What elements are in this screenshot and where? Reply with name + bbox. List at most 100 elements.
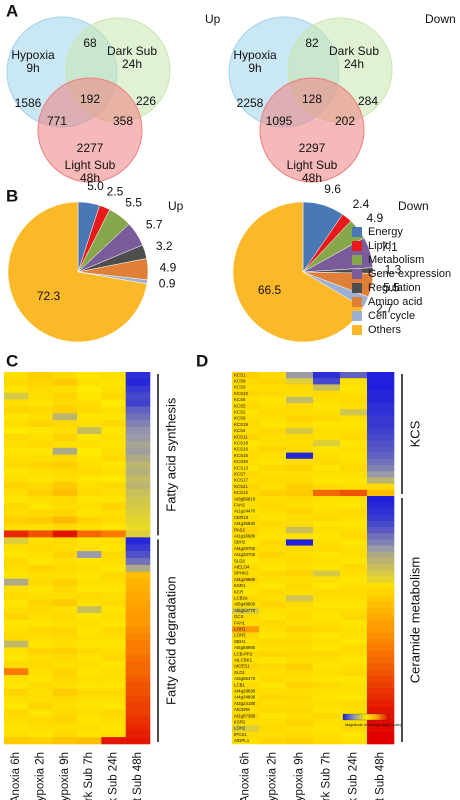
heatmap-cell bbox=[340, 533, 368, 540]
heatmap-cell bbox=[28, 516, 53, 524]
row-label: At4g29680 bbox=[234, 577, 256, 582]
heatmap-cell bbox=[313, 626, 341, 633]
pie-value-label: 4.9 bbox=[160, 261, 177, 275]
heatmap-cell bbox=[125, 599, 151, 607]
heatmap-cell bbox=[340, 527, 368, 534]
row-label: KCS13 bbox=[234, 465, 248, 470]
row-label: KSR1 bbox=[234, 583, 246, 588]
column-label: Light Sub 48h bbox=[375, 752, 387, 800]
heatmap-cell bbox=[28, 496, 53, 504]
row-label: KCS8 bbox=[234, 378, 246, 383]
heatmap-cell bbox=[313, 434, 341, 441]
heatmap-cell bbox=[259, 384, 287, 391]
heatmap-cell bbox=[313, 465, 341, 472]
row-label: At3g24180 bbox=[234, 701, 256, 706]
heatmap-cell bbox=[340, 483, 368, 491]
heatmap-cell bbox=[77, 385, 102, 393]
heatmap-cell bbox=[125, 675, 151, 683]
heatmap-cell bbox=[77, 564, 102, 573]
heatmap-cell bbox=[340, 694, 368, 701]
heatmap-cell bbox=[232, 458, 260, 466]
venn-region-count: 771 bbox=[47, 114, 67, 128]
heatmap-cell bbox=[77, 372, 102, 380]
heatmap-cell bbox=[125, 392, 151, 400]
chart-title: Down bbox=[425, 12, 456, 26]
heatmap-cell bbox=[259, 582, 287, 590]
heatmap-cell bbox=[340, 632, 368, 639]
heatmap-cell bbox=[286, 415, 314, 422]
heatmap-cell bbox=[286, 446, 314, 453]
row-label: At5g49900 bbox=[234, 602, 256, 607]
heatmap-cell bbox=[259, 421, 287, 429]
heatmap-cell bbox=[340, 737, 368, 745]
legend-swatch bbox=[352, 255, 362, 265]
heatmap-cell bbox=[232, 595, 260, 602]
heatmap-cell bbox=[232, 378, 260, 385]
heatmap-cell bbox=[77, 654, 102, 662]
heatmap-cell bbox=[367, 539, 395, 546]
heatmap-cell bbox=[313, 700, 341, 708]
row-label: FAH1 bbox=[234, 620, 246, 625]
heatmap-cell bbox=[28, 475, 53, 483]
heatmap-cell bbox=[286, 700, 314, 708]
heatmap-cell bbox=[77, 399, 102, 407]
heatmap-cell bbox=[367, 508, 395, 515]
heatmap-cell bbox=[259, 489, 287, 497]
heatmap-cell bbox=[28, 626, 53, 635]
heatmap-cell bbox=[52, 385, 78, 393]
heatmap-cell bbox=[125, 461, 151, 469]
heatmap-cell bbox=[259, 446, 287, 453]
heatmap-cell bbox=[367, 620, 395, 627]
heatmap-cell bbox=[28, 440, 53, 449]
heatmap-cell bbox=[232, 719, 260, 726]
pie-slice bbox=[232, 201, 364, 343]
heatmap-cell bbox=[4, 427, 29, 435]
heatmap-cell bbox=[28, 633, 53, 641]
heatmap-cell bbox=[125, 564, 151, 573]
panel-letter: D bbox=[196, 351, 208, 370]
heatmap-cell bbox=[52, 730, 78, 738]
heatmap-cell bbox=[77, 675, 102, 683]
heatmap-cell bbox=[286, 682, 314, 689]
heatmap-cell bbox=[77, 434, 102, 442]
heatmap-cell bbox=[101, 737, 126, 745]
heatmap-cell bbox=[232, 613, 260, 621]
venn-region-count: 82 bbox=[305, 36, 319, 50]
heatmap-cell bbox=[259, 713, 287, 720]
heatmap-cell bbox=[77, 730, 102, 738]
heatmap-cell bbox=[286, 440, 314, 447]
heatmap-cell bbox=[125, 640, 151, 648]
heatmap-cell bbox=[28, 523, 53, 531]
heatmap-cell bbox=[367, 378, 395, 385]
heatmap-cell bbox=[28, 702, 53, 710]
venn-set-label: Light Sub bbox=[65, 158, 116, 172]
row-label: KCS21 bbox=[234, 484, 248, 489]
heatmap-cell bbox=[28, 647, 53, 655]
heatmap-cell bbox=[367, 496, 395, 503]
heatmap-cell bbox=[28, 399, 53, 407]
heatmap-cell bbox=[313, 471, 341, 478]
heatmap-cell bbox=[28, 406, 53, 414]
heatmap-cell bbox=[4, 688, 29, 697]
heatmap-cell bbox=[4, 385, 29, 393]
venn-set-label: Light Sub bbox=[287, 158, 338, 172]
heatmap-cell bbox=[4, 640, 29, 648]
heatmap-cell bbox=[125, 447, 151, 455]
heatmap-cell bbox=[125, 592, 151, 600]
heatmap-cell bbox=[101, 626, 126, 635]
heatmap-cell bbox=[125, 468, 151, 476]
heatmap-cell bbox=[367, 421, 395, 429]
pie-value-label: 2.4 bbox=[353, 197, 370, 211]
legend-label: Regulation bbox=[368, 282, 421, 294]
heatmap-cell bbox=[232, 675, 260, 683]
heatmap-cell bbox=[340, 601, 368, 608]
heatmap-cell bbox=[77, 682, 102, 690]
heatmap-cell bbox=[313, 725, 341, 732]
heatmap-cell bbox=[340, 427, 368, 435]
heatmap-cell bbox=[259, 607, 287, 615]
heatmap-cell bbox=[259, 694, 287, 701]
row-label: SBH2 bbox=[234, 540, 246, 545]
heatmap-cell bbox=[4, 613, 29, 621]
heatmap-cell bbox=[367, 477, 395, 484]
heatmap-cell bbox=[340, 663, 368, 670]
